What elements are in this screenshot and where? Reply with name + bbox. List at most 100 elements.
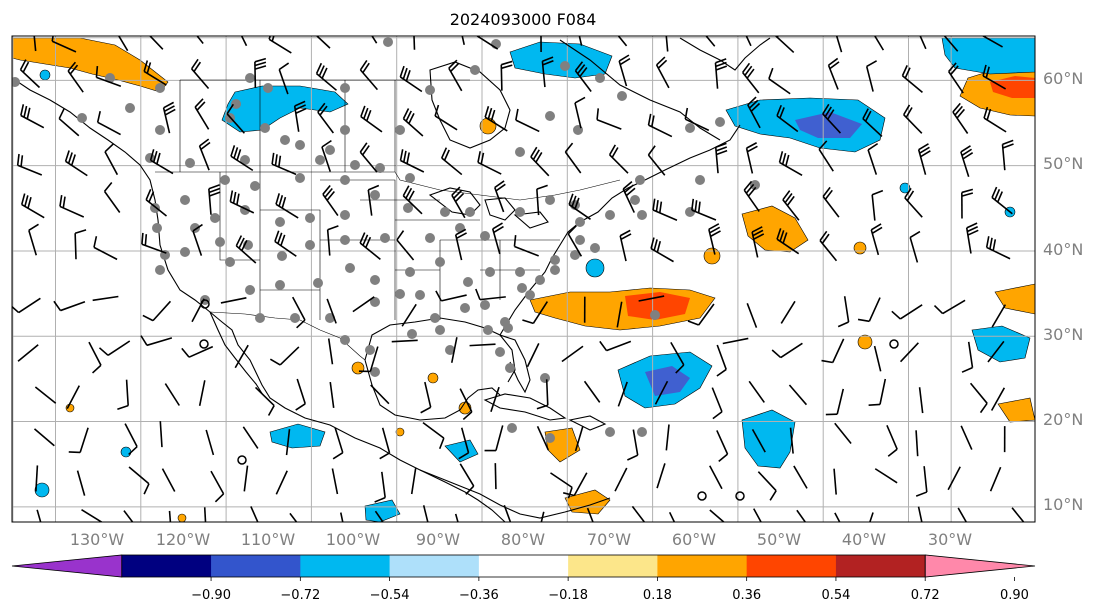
colorbar-frame: [121, 554, 926, 578]
wind-barb: [168, 510, 172, 522]
station-marker: [480, 300, 490, 310]
wind-barb: [93, 236, 118, 261]
wind-barb: [327, 338, 334, 365]
colorbar-segment: [389, 555, 480, 577]
wind-barb: [451, 186, 466, 219]
station-marker: [695, 175, 705, 185]
wind-barb: [339, 512, 344, 522]
colorbar-tick-label: −0.36: [459, 588, 499, 603]
station-marker: [507, 423, 517, 433]
wind-barb: [834, 512, 841, 522]
wind-barb: [322, 185, 339, 217]
station-marker: [185, 158, 195, 168]
station-marker: [540, 373, 550, 383]
wind-barb: [53, 300, 86, 312]
wind-barb: [164, 383, 180, 406]
wind-barb: [989, 466, 1002, 492]
wind-barb: [205, 429, 215, 456]
station-marker: [463, 277, 473, 287]
station-marker: [395, 289, 405, 299]
positive-anomaly-area: [997, 397, 1035, 423]
wind-barb: [969, 382, 988, 414]
station-marker: [715, 117, 725, 127]
wind-barb: [796, 509, 807, 522]
wind-barb: [475, 36, 499, 50]
wind-barb: [268, 36, 292, 54]
wind-barb: [947, 62, 964, 94]
wind-barb: [331, 468, 339, 495]
wind-barb: [326, 298, 337, 324]
wind-barb: [28, 223, 39, 256]
station-markers: [12, 37, 760, 443]
station-marker: [590, 243, 600, 253]
wind-barb: [190, 58, 210, 90]
wind-barb: [665, 424, 670, 451]
colorbar-segment: [835, 555, 926, 577]
colorbar-segment: [657, 555, 748, 577]
colorbar-tick-label: −0.54: [370, 588, 410, 603]
wind-barb: [536, 425, 549, 451]
wind-barb: [254, 57, 267, 88]
wind-barb: [714, 142, 728, 174]
wind-barb: [17, 344, 39, 362]
calm-wind-markers: [199, 299, 899, 501]
wind-barb: [295, 378, 306, 411]
wind-barb: [278, 62, 290, 95]
wind-barb: [917, 506, 923, 522]
station-marker: [515, 147, 525, 157]
calm-marker: [889, 339, 899, 349]
wind-barb: [714, 58, 728, 89]
wind-barb: [627, 429, 639, 461]
greenland: [679, 37, 771, 71]
wind-barb: [64, 150, 88, 177]
wind-barb: [1011, 507, 1025, 522]
wind-barb: [901, 65, 923, 94]
wind-barb: [148, 36, 164, 50]
calm-marker: [200, 299, 210, 309]
wind-barb: [458, 427, 470, 460]
wind-barb: [420, 381, 432, 414]
negative-anomaly-area: [585, 258, 605, 278]
longitude-labels: 130°W 120°W 110°W 100°W 90°W 80°W 70°W 6…: [70, 530, 972, 549]
wind-barb: [818, 140, 834, 172]
wind-barb: [961, 188, 974, 219]
wind-barb: [540, 511, 545, 522]
lon-label: 100°W: [326, 530, 381, 549]
wind-barb: [748, 380, 765, 403]
wind-barb: [435, 290, 467, 302]
wind-barb: [536, 184, 548, 216]
colorbar-tick-label: −0.18: [548, 588, 588, 603]
map-title: 2024093000 F084: [450, 10, 597, 29]
wind-barb: [12, 297, 41, 314]
wind-barb: [208, 184, 221, 215]
wind-barb: [711, 387, 723, 420]
baja-california: [209, 311, 264, 396]
station-marker: [375, 163, 385, 173]
wind-barb: [708, 223, 721, 255]
calm-marker: [199, 339, 209, 349]
wind-barb: [865, 60, 878, 92]
wind-barb: [51, 36, 77, 53]
wind-barb: [88, 341, 102, 374]
wind-barb: [599, 340, 632, 352]
wind-barb: [74, 229, 87, 260]
wind-barb: [33, 428, 55, 447]
station-marker: [465, 207, 475, 217]
wind-barb: [961, 341, 974, 373]
wind-barb: [919, 36, 927, 50]
wind-barb: [743, 180, 760, 212]
wind-barb: [399, 149, 425, 173]
lon-label: 80°W: [501, 530, 545, 549]
wind-barb: [982, 64, 1007, 90]
wind-barb: [254, 386, 275, 416]
station-marker: [637, 210, 647, 220]
wind-barb: [985, 236, 1011, 260]
station-marker: [260, 123, 270, 133]
wind-barb: [19, 59, 41, 89]
wind-barb: [149, 149, 174, 175]
wind-barb: [243, 465, 249, 492]
wind-barb: [742, 62, 760, 94]
wind-barb: [564, 142, 582, 174]
wind-barb: [293, 100, 307, 132]
wind-barb: [230, 145, 254, 172]
